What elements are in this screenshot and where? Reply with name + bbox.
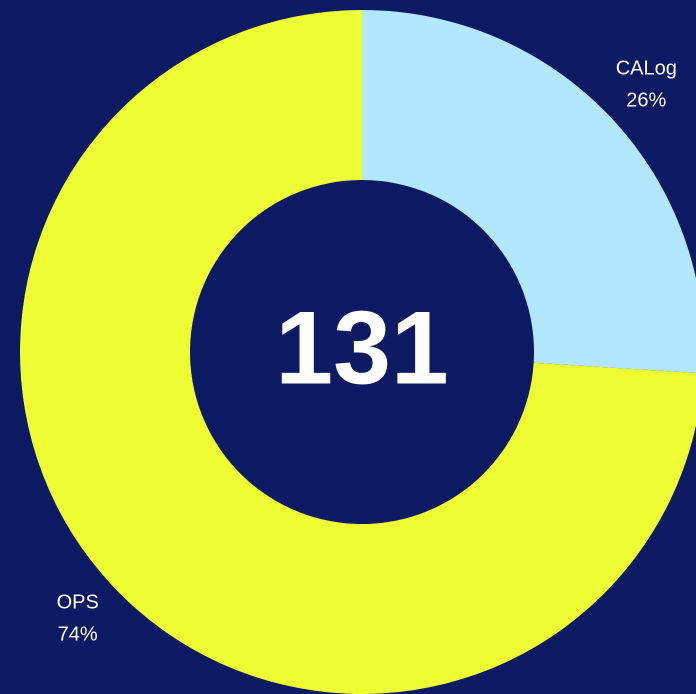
slice bbox=[20, 10, 696, 694]
slice bbox=[362, 10, 696, 374]
slice-value: 74% bbox=[58, 623, 98, 645]
slices bbox=[20, 10, 696, 694]
slice-name: OPS bbox=[57, 591, 99, 613]
slice-value: 26% bbox=[626, 89, 666, 111]
center-label: 131 bbox=[275, 290, 449, 406]
slice-name: CALog bbox=[616, 57, 677, 79]
